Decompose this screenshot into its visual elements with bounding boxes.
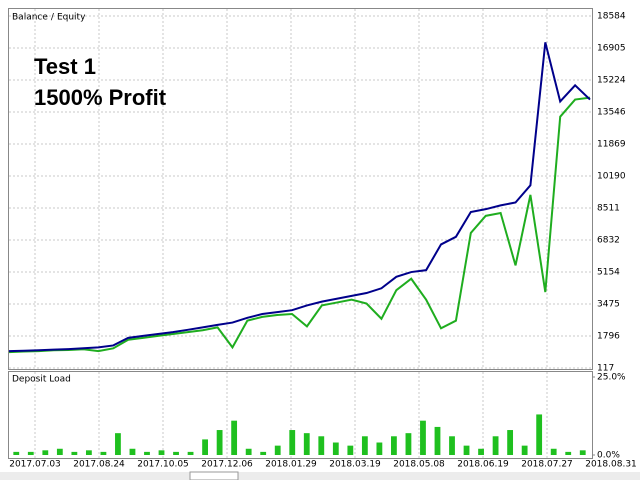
- legend-separator: /: [51, 13, 55, 23]
- bar: [173, 451, 179, 455]
- x-tick-label: 2018.07.27: [521, 460, 573, 470]
- bar: [405, 433, 412, 455]
- bar: [478, 448, 484, 455]
- bar: [260, 451, 267, 455]
- y-tick-label: 13546: [597, 108, 626, 118]
- bar: [216, 430, 223, 455]
- annotation: 1500% Profit: [34, 85, 167, 110]
- bar: [27, 451, 34, 455]
- bar: [361, 436, 368, 455]
- bar: [507, 430, 514, 455]
- series-line: [8, 42, 591, 353]
- x-tick-label: 2017.12.06: [201, 460, 253, 470]
- bar: [56, 448, 63, 455]
- x-tick-label: 2018.06.19: [457, 460, 509, 470]
- x-tick-label: 2017.07.03: [9, 460, 61, 470]
- y-tick-label: 117: [597, 364, 614, 374]
- bar: [158, 450, 165, 455]
- bar: [492, 436, 499, 455]
- bar: [347, 445, 354, 455]
- bar: [202, 439, 208, 455]
- y-tick-label: 0.0%: [597, 451, 620, 461]
- bar: [565, 451, 572, 455]
- bar: [100, 451, 107, 455]
- bar: [449, 436, 455, 455]
- bar: [536, 414, 543, 455]
- legend-entry: Equity: [57, 13, 86, 23]
- y-tick-label: 18584: [597, 12, 626, 22]
- x-tick-label: 2017.10.05: [137, 460, 189, 470]
- y-tick-label: 16905: [597, 44, 626, 54]
- y-tick-label: 1796: [597, 331, 620, 341]
- bar: [303, 433, 310, 455]
- bar: [85, 450, 92, 455]
- y-tick-label: 3475: [597, 299, 620, 309]
- tab-bar: [0, 472, 640, 480]
- y-tick-label: 10190: [597, 171, 626, 181]
- bar: [42, 450, 49, 455]
- y-tick-label: 8511: [597, 204, 620, 214]
- panel-title: Deposit Load: [12, 375, 71, 385]
- bar: [129, 448, 136, 455]
- bar: [521, 445, 528, 455]
- series-line: [8, 96, 591, 354]
- legend-entry: Balance: [12, 13, 48, 23]
- bar: [231, 420, 238, 455]
- bar: [289, 430, 296, 455]
- tab: [189, 471, 239, 480]
- main-panel: [8, 8, 593, 370]
- bar: [274, 445, 281, 455]
- y-tick-label: 25.0%: [597, 373, 626, 383]
- bar: [71, 451, 78, 455]
- bar: [318, 436, 325, 455]
- x-tick-label: 2018.08.31: [585, 460, 637, 470]
- y-tick-label: 11869: [597, 139, 626, 149]
- bar: [550, 448, 557, 455]
- bar: [332, 442, 339, 455]
- bar: [144, 451, 150, 455]
- bar: [391, 436, 397, 455]
- bar: [434, 426, 441, 455]
- x-tick-label: 2018.05.08: [393, 460, 445, 470]
- bar: [463, 445, 470, 455]
- bar: [579, 450, 586, 455]
- bar: [376, 442, 383, 455]
- load-panel: [8, 371, 593, 459]
- annotation: Test 1: [34, 54, 96, 79]
- y-tick-label: 5154: [597, 267, 620, 277]
- bar: [115, 433, 121, 455]
- bar: [13, 451, 20, 455]
- x-tick-label: 2018.03.19: [329, 460, 381, 470]
- y-tick-label: 6832: [597, 236, 620, 246]
- bar: [187, 451, 194, 455]
- bar: [420, 420, 426, 455]
- x-tick-label: 2018.01.29: [265, 460, 317, 470]
- y-tick-label: 15224: [597, 76, 626, 86]
- x-tick-label: 2017.08.24: [73, 460, 125, 470]
- bar: [245, 448, 252, 455]
